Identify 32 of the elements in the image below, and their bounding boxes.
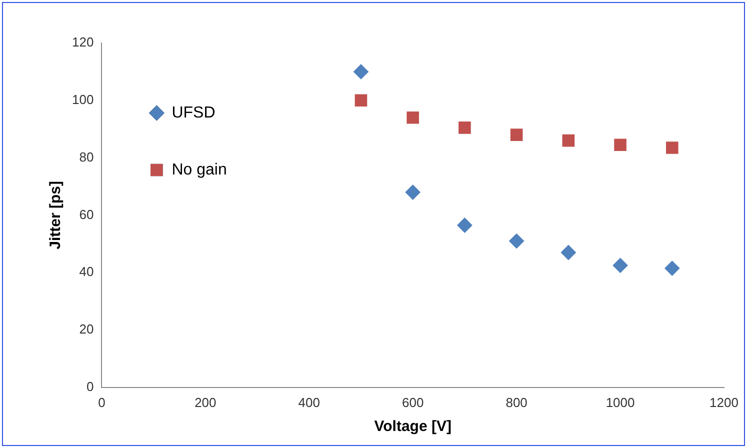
x-tick-label: 600 [402,394,424,410]
point [664,260,680,276]
point [560,245,576,260]
y-tick-label: 0 [86,378,94,394]
point [354,94,368,107]
y-axis-title: Jitter [ps] [47,181,64,250]
legend-label: No gain [172,161,227,178]
legend-label: UFSD [172,104,216,122]
point [405,184,420,200]
x-tick-label: 200 [194,394,216,410]
point [353,64,368,80]
x-tick-label: 800 [506,394,528,410]
point [457,218,472,233]
point [562,134,575,147]
point [666,142,678,154]
point [509,234,524,249]
y-tick-label: 100 [72,92,94,107]
y-tick-label: 120 [72,34,94,50]
point [458,122,471,134]
y-tick-label: 20 [79,322,94,337]
point [406,111,419,124]
x-axis-title: Voltage [V] [374,418,452,436]
x-tick-label: 0 [98,394,106,410]
x-tick-label: 400 [298,394,320,410]
x-tick-label: 1200 [710,394,738,410]
y-tick-label: 80 [79,149,94,164]
point [510,128,523,141]
point [612,258,628,273]
y-tick-label: 40 [79,264,94,280]
x-tick-label: 1000 [606,394,635,410]
point [614,138,626,152]
y-tick-label: 60 [79,206,94,222]
